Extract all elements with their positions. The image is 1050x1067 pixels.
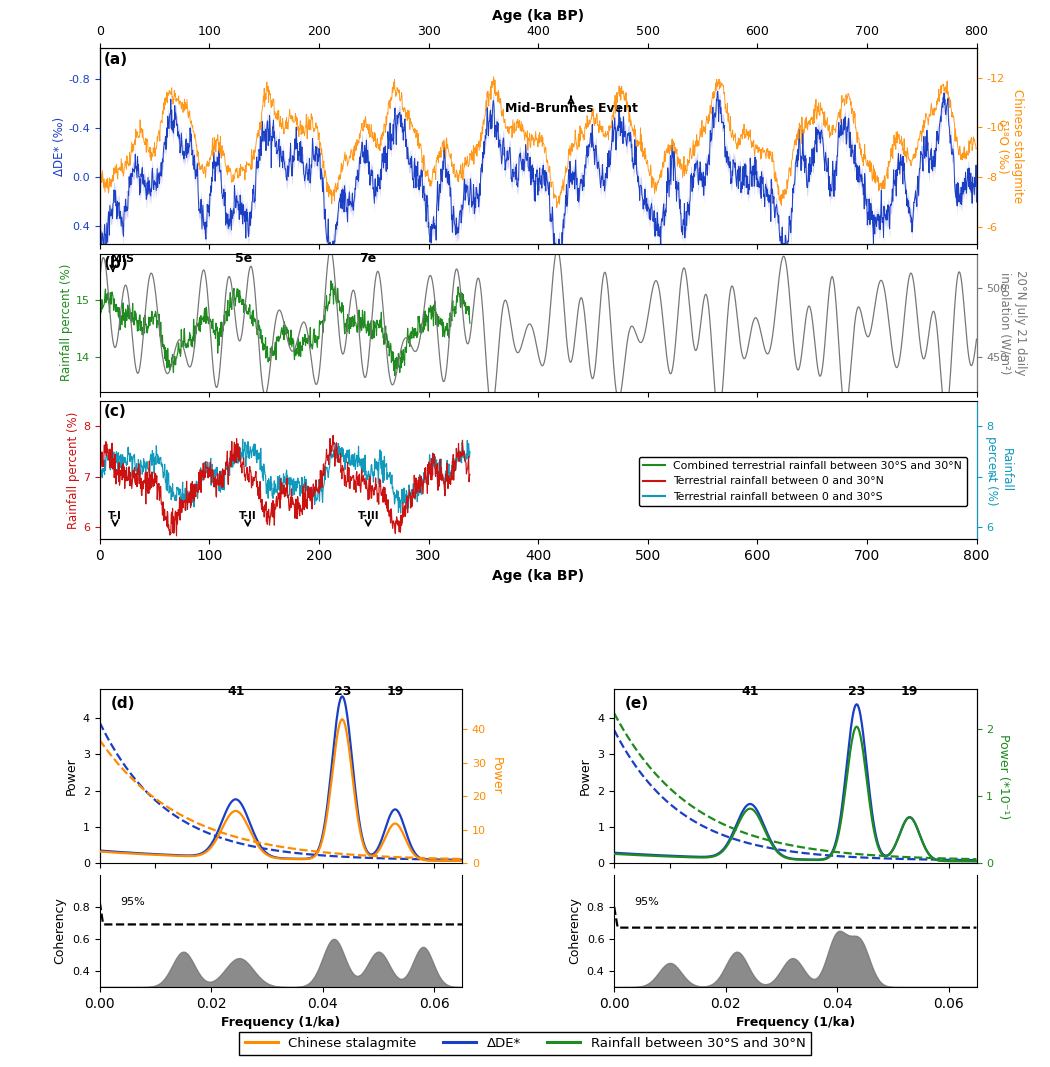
Legend: Combined terrestrial rainfall between 30°S and 30°N, Terrestrial rainfall betwee: Combined terrestrial rainfall between 30… <box>638 457 967 506</box>
Text: (d): (d) <box>110 696 135 712</box>
Y-axis label: Coherency: Coherency <box>54 897 67 965</box>
Text: 95%: 95% <box>634 897 659 907</box>
Text: Mid-Brunhes Event: Mid-Brunhes Event <box>505 97 637 115</box>
X-axis label: Age (ka BP): Age (ka BP) <box>492 9 584 22</box>
Y-axis label: Power: Power <box>579 758 592 795</box>
Legend: Chinese stalagmite, ΔDE*, Rainfall between 30°S and 30°N: Chinese stalagmite, ΔDE*, Rainfall betwe… <box>239 1032 811 1055</box>
Text: 23: 23 <box>334 685 351 698</box>
Y-axis label: Rainfall percent (%): Rainfall percent (%) <box>67 412 80 529</box>
Y-axis label: ΔDE* (‰): ΔDE* (‰) <box>52 116 65 176</box>
Y-axis label: Chinese stalagmite
δ¹⁸O (‰): Chinese stalagmite δ¹⁸O (‰) <box>995 89 1024 203</box>
Text: 41: 41 <box>741 685 759 698</box>
X-axis label: Age (ka BP): Age (ka BP) <box>492 569 584 583</box>
Text: (b): (b) <box>104 256 129 271</box>
Y-axis label: 20°N July 21 daily
insolation (W/m²): 20°N July 21 daily insolation (W/m²) <box>999 270 1027 376</box>
Text: 41: 41 <box>227 685 245 698</box>
Text: MIS: MIS <box>110 254 133 265</box>
Y-axis label: Power: Power <box>489 758 503 795</box>
X-axis label: Frequency (1/ka): Frequency (1/ka) <box>736 1016 855 1030</box>
Y-axis label: Power: Power <box>64 758 78 795</box>
Text: 19: 19 <box>386 685 404 698</box>
Text: 7e: 7e <box>359 252 377 266</box>
X-axis label: Frequency (1/ka): Frequency (1/ka) <box>222 1016 340 1030</box>
Text: 95%: 95% <box>120 897 145 907</box>
Text: 5e: 5e <box>234 252 252 266</box>
Text: T-III: T-III <box>357 511 379 521</box>
Text: 23: 23 <box>848 685 865 698</box>
Text: (a): (a) <box>104 52 128 67</box>
Text: T-II: T-II <box>238 511 256 521</box>
Y-axis label: Rainfall
percent (%): Rainfall percent (%) <box>985 435 1013 505</box>
Text: 19: 19 <box>901 685 919 698</box>
Y-axis label: Coherency: Coherency <box>568 897 582 965</box>
Text: (e): (e) <box>625 696 649 712</box>
Y-axis label: Rainfall percent (%): Rainfall percent (%) <box>60 264 74 381</box>
Y-axis label: Power (*10⁻¹): Power (*10⁻¹) <box>998 734 1010 818</box>
Text: (c): (c) <box>104 404 127 419</box>
Text: T-I: T-I <box>108 511 122 521</box>
